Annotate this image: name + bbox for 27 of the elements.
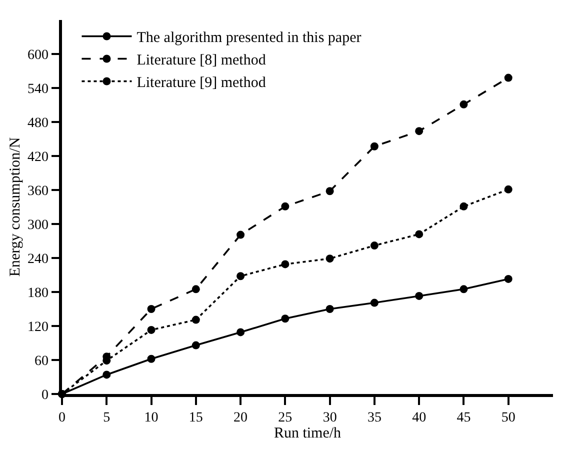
y-tick-label: 120 — [27, 320, 48, 335]
y-tick-label: 180 — [27, 286, 48, 301]
y-tick-label: 0 — [41, 388, 48, 403]
x-tick-label: 15 — [188, 410, 203, 426]
x-tick-label: 30 — [322, 410, 337, 426]
x-tick-label: 0 — [58, 410, 66, 426]
y-tick-label: 60 — [34, 354, 48, 369]
y-tick-label: 360 — [27, 184, 48, 199]
legend-label: The algorithm presented in this paper — [136, 30, 362, 46]
y-tick-label: 480 — [27, 116, 48, 131]
x-axis-title: Run time/h — [274, 426, 342, 442]
y-tick-label: 240 — [27, 252, 48, 267]
legend-label: Literature [8] method — [136, 52, 266, 69]
y-tick-label: 420 — [27, 150, 48, 165]
x-tick-label: 40 — [412, 410, 426, 426]
x-tick-label: 45 — [456, 410, 471, 426]
x-tick-label: 50 — [501, 410, 516, 426]
legend-label: Literature [9] method — [136, 75, 266, 92]
y-axis-title: Energy consumption/N — [8, 137, 24, 277]
y-tick-label: 300 — [27, 218, 48, 233]
x-tick-label: 20 — [234, 410, 248, 426]
x-tick-label: 35 — [367, 410, 382, 426]
y-tick-label: 540 — [27, 82, 48, 97]
y-tick-label: 600 — [27, 48, 48, 63]
x-tick-label: 25 — [278, 410, 292, 426]
x-tick-label: 5 — [103, 410, 110, 426]
x-tick-label: 10 — [144, 410, 158, 426]
